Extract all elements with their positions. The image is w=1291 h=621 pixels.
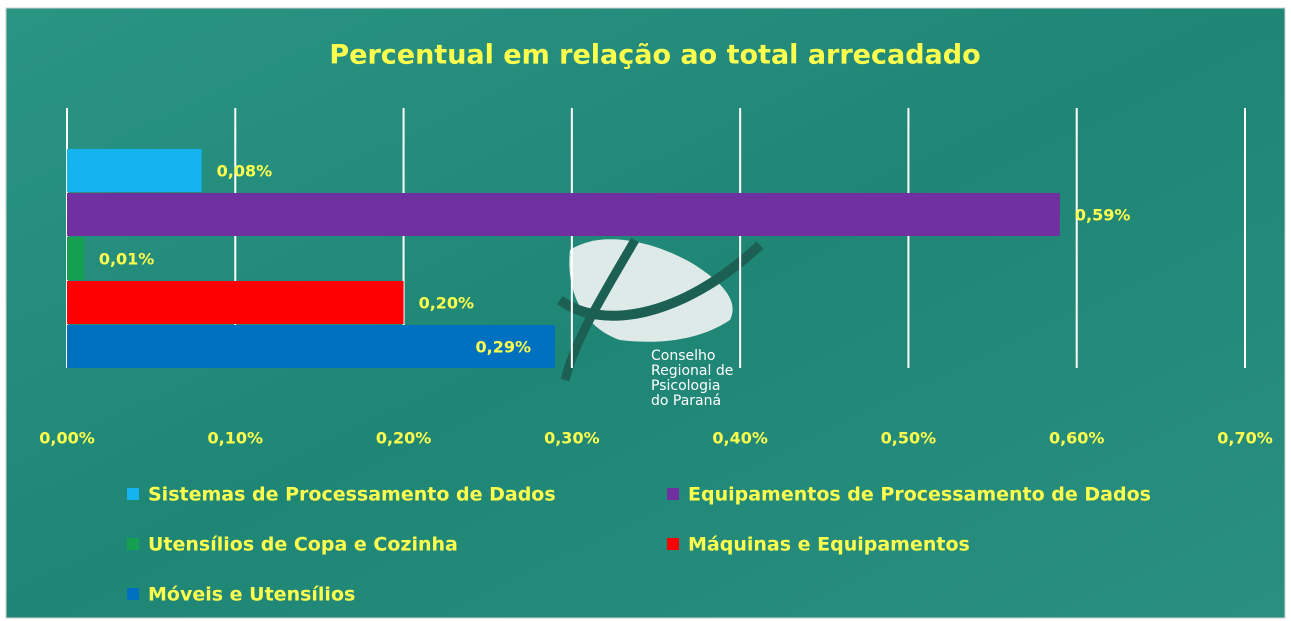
data-label: 0,29%	[476, 338, 532, 357]
logo-text: Psicologia	[651, 378, 720, 394]
chart-title: Percentual em relação ao total arrecadad…	[329, 40, 980, 71]
x-tick-label: 0,00%	[39, 429, 95, 448]
legend-label: Equipamentos de Processamento de Dados	[688, 484, 1151, 506]
legend-swatch	[127, 488, 139, 500]
x-tick-label: 0,70%	[1217, 429, 1273, 448]
x-tick-label: 0,50%	[881, 429, 937, 448]
logo-text: Conselho	[651, 348, 715, 364]
legend-swatch	[127, 538, 139, 550]
legend-label: Máquinas e Equipamentos	[688, 534, 970, 556]
x-tick-label: 0,10%	[208, 429, 264, 448]
bar	[67, 193, 1060, 236]
bar	[67, 325, 556, 368]
bar	[67, 237, 84, 280]
data-label: 0,59%	[1075, 206, 1131, 225]
logo	[557, 237, 764, 382]
legend-swatch	[667, 488, 679, 500]
legend-swatch	[667, 538, 679, 550]
x-tick-label: 0,60%	[1049, 429, 1105, 448]
logo-text: Regional de	[651, 363, 733, 379]
legend-swatch	[127, 588, 139, 600]
data-label: 0,20%	[419, 294, 475, 313]
data-label: 0,08%	[217, 162, 273, 181]
data-label: 0,01%	[99, 250, 155, 269]
bar	[67, 149, 202, 192]
legend-label: Utensílios de Copa e Cozinha	[148, 534, 458, 556]
logo-text: do Paraná	[651, 393, 721, 409]
x-tick-label: 0,40%	[712, 429, 768, 448]
logo-stroke	[557, 241, 764, 321]
bar	[67, 281, 404, 324]
x-tick-label: 0,20%	[376, 429, 432, 448]
legend-label: Móveis e Utensílios	[148, 584, 355, 606]
legend-label: Sistemas de Processamento de Dados	[148, 484, 556, 506]
x-tick-label: 0,30%	[544, 429, 600, 448]
logo-stroke	[560, 237, 639, 382]
